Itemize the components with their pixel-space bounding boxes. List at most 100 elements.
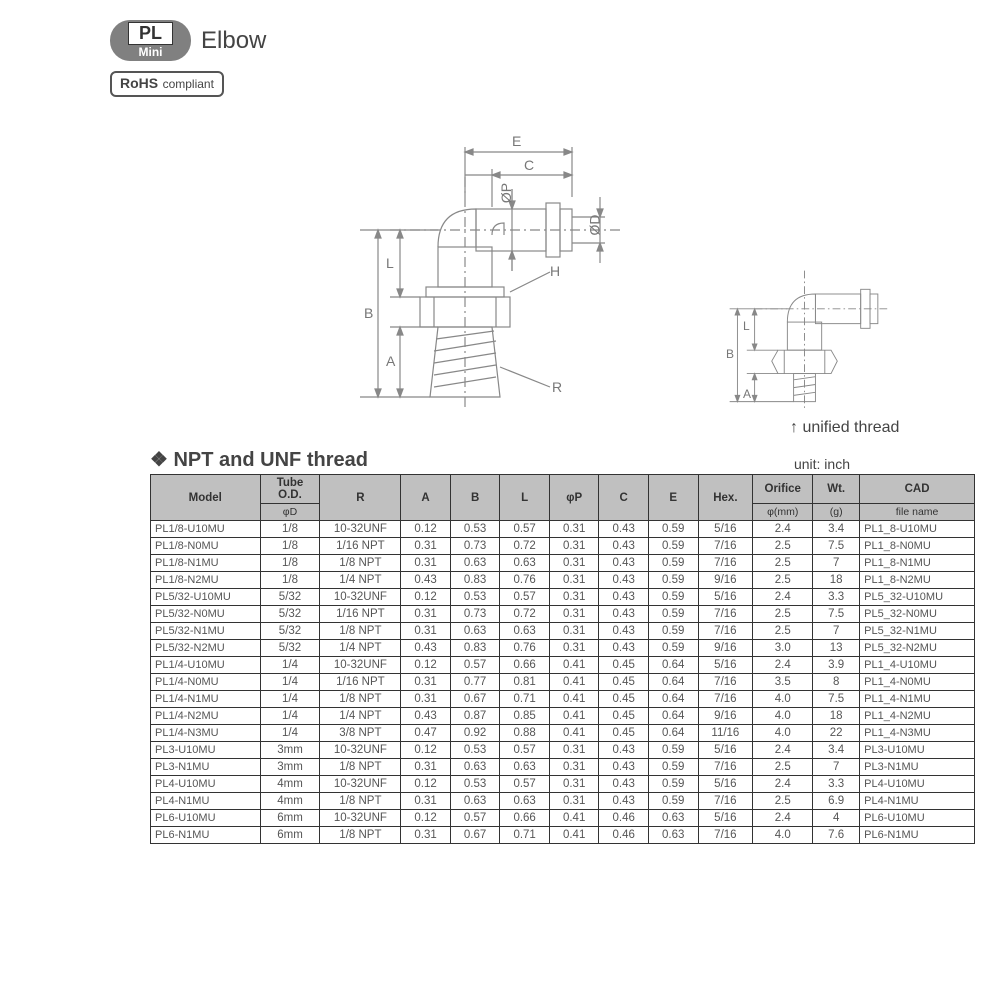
table-cell: PL5/32-N1MU xyxy=(151,623,261,640)
table-cell: 0.63 xyxy=(500,623,550,640)
table-cell: 0.45 xyxy=(599,725,649,742)
col-header: B xyxy=(450,475,500,521)
table-row: PL5/32-U10MU5/3210-32UNF0.120.530.570.31… xyxy=(151,589,975,606)
table-cell: 1/4 xyxy=(260,691,320,708)
table-cell: 0.59 xyxy=(648,759,698,776)
table-cell: 0.31 xyxy=(401,538,451,555)
table-cell: 0.31 xyxy=(549,589,599,606)
table-cell: 0.43 xyxy=(599,521,649,538)
table-cell: 0.77 xyxy=(450,674,500,691)
table-cell: 0.87 xyxy=(450,708,500,725)
col-header: C xyxy=(599,475,649,521)
table-cell: 4mm xyxy=(260,793,320,810)
col-subheader: φ(mm) xyxy=(753,504,813,521)
table-cell: 0.41 xyxy=(549,674,599,691)
col-header: E xyxy=(648,475,698,521)
dim-b: B xyxy=(364,305,373,321)
rohs-mark: RoHS xyxy=(120,75,158,91)
table-cell: 5/32 xyxy=(260,640,320,657)
table-cell: 7/16 xyxy=(698,793,753,810)
table-cell: 10-32UNF xyxy=(320,742,401,759)
table-cell: 0.64 xyxy=(648,674,698,691)
table-cell: 1/8 NPT xyxy=(320,691,401,708)
table-cell: PL1/4-N0MU xyxy=(151,674,261,691)
table-cell: 0.31 xyxy=(401,606,451,623)
table-cell: 7/16 xyxy=(698,827,753,844)
table-cell: 7/16 xyxy=(698,691,753,708)
table-cell: PL6-U10MU xyxy=(151,810,261,827)
table-cell: PL1/4-N2MU xyxy=(151,708,261,725)
col-subheader: (g) xyxy=(813,504,860,521)
rohs-badge: RoHS compliant xyxy=(110,71,224,97)
table-cell: PL5_32-U10MU xyxy=(860,589,975,606)
table-cell: 0.59 xyxy=(648,793,698,810)
table-cell: 0.31 xyxy=(549,742,599,759)
col-header: L xyxy=(500,475,550,521)
table-cell: 4.0 xyxy=(753,725,813,742)
table-cell: 0.92 xyxy=(450,725,500,742)
table-cell: PL1/8-N2MU xyxy=(151,572,261,589)
table-cell: 2.4 xyxy=(753,521,813,538)
table-cell: 0.71 xyxy=(500,827,550,844)
table-cell: 7/16 xyxy=(698,759,753,776)
table-cell: 22 xyxy=(813,725,860,742)
table-cell: 5/16 xyxy=(698,521,753,538)
table-cell: 0.31 xyxy=(549,572,599,589)
table-cell: 0.31 xyxy=(549,521,599,538)
table-cell: 0.76 xyxy=(500,640,550,657)
table-cell: 0.63 xyxy=(450,759,500,776)
table-cell: 0.43 xyxy=(599,793,649,810)
table-cell: 1/8 xyxy=(260,521,320,538)
table-cell: PL1/4-U10MU xyxy=(151,657,261,674)
table-cell: PL3-N1MU xyxy=(860,759,975,776)
table-cell: 0.63 xyxy=(450,623,500,640)
table-cell: 7.5 xyxy=(813,606,860,623)
table-cell: PL5/32-N2MU xyxy=(151,640,261,657)
col-subheader: file name xyxy=(860,504,975,521)
table-cell: 0.67 xyxy=(450,827,500,844)
table-cell: PL1/8-N1MU xyxy=(151,555,261,572)
table-cell: PL1_8-N1MU xyxy=(860,555,975,572)
table-cell: 0.57 xyxy=(500,589,550,606)
table-row: PL3-U10MU3mm10-32UNF0.120.530.570.310.43… xyxy=(151,742,975,759)
table-cell: 0.57 xyxy=(500,521,550,538)
table-cell: 7/16 xyxy=(698,555,753,572)
col-header: Model xyxy=(151,475,261,521)
table-cell: PL1/4-N1MU xyxy=(151,691,261,708)
table-cell: 0.43 xyxy=(401,640,451,657)
table-cell: 1/8 NPT xyxy=(320,759,401,776)
table-cell: 2.5 xyxy=(753,538,813,555)
table-cell: 0.43 xyxy=(401,708,451,725)
table-cell: 0.43 xyxy=(599,759,649,776)
table-row: PL1/8-N1MU1/81/8 NPT0.310.630.630.310.43… xyxy=(151,555,975,572)
table-cell: 0.53 xyxy=(450,742,500,759)
table-cell: 0.72 xyxy=(500,606,550,623)
dim-l: L xyxy=(386,255,394,271)
table-cell: 7.5 xyxy=(813,538,860,555)
table-row: PL4-U10MU4mm10-32UNF0.120.530.570.310.43… xyxy=(151,776,975,793)
table-cell: 8 xyxy=(813,674,860,691)
dim-a: A xyxy=(386,353,395,369)
table-cell: 0.64 xyxy=(648,657,698,674)
table-row: PL5/32-N1MU5/321/8 NPT0.310.630.630.310.… xyxy=(151,623,975,640)
table-cell: 0.41 xyxy=(549,810,599,827)
table-cell: PL1_4-U10MU xyxy=(860,657,975,674)
table-cell: 0.31 xyxy=(549,776,599,793)
table-cell: 0.59 xyxy=(648,776,698,793)
table-cell: 7 xyxy=(813,759,860,776)
table-cell: 2.5 xyxy=(753,793,813,810)
table-cell: 0.31 xyxy=(549,640,599,657)
table-cell: 0.57 xyxy=(450,810,500,827)
table-cell: 0.57 xyxy=(450,657,500,674)
table-cell: 0.64 xyxy=(648,725,698,742)
table-cell: 3.9 xyxy=(813,657,860,674)
table-cell: 0.53 xyxy=(450,776,500,793)
table-cell: 0.63 xyxy=(500,555,550,572)
table-cell: 0.41 xyxy=(549,725,599,742)
table-cell: 0.41 xyxy=(549,657,599,674)
table-cell: PL1/8-U10MU xyxy=(151,521,261,538)
table-cell: 0.66 xyxy=(500,657,550,674)
table-cell: 0.83 xyxy=(450,640,500,657)
table-cell: 0.45 xyxy=(599,708,649,725)
table-cell: 0.31 xyxy=(549,759,599,776)
